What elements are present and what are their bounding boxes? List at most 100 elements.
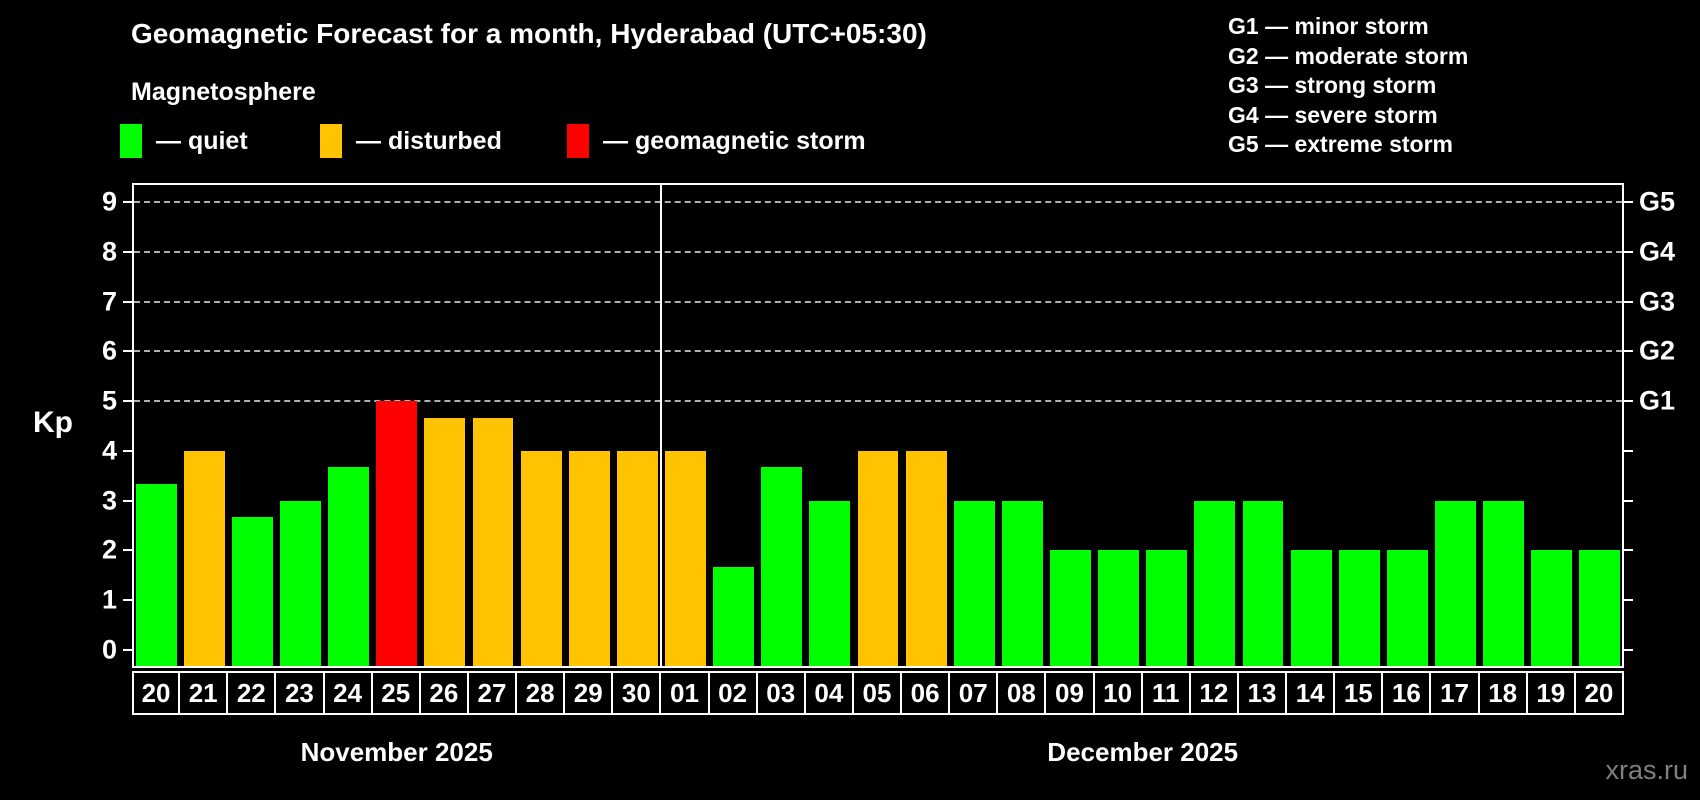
month-label-november: November 2025	[300, 737, 493, 767]
date-box-dec-01: 01	[659, 671, 710, 715]
month-label-december: December 2025	[1047, 737, 1239, 767]
y-tick-label-3: 3	[101, 485, 117, 516]
y-tick-label-4: 4	[101, 435, 117, 466]
kp-bar-23	[279, 500, 321, 666]
gridline-kp-9	[134, 200, 1622, 203]
kp-bar-01	[665, 450, 706, 666]
y-tick-right-0	[1624, 649, 1633, 652]
y-tick-left-6	[123, 350, 132, 353]
kp-bar-07	[953, 500, 995, 666]
date-box-dec-04: 04	[803, 671, 854, 715]
legend-label-quiet: — quiet	[156, 126, 248, 155]
gridline-kp-5	[134, 400, 1622, 403]
storm-scale-line-g5: G5 — extreme storm	[1228, 131, 1453, 157]
date-box-dec-14: 14	[1285, 671, 1336, 715]
date-box-dec-05: 05	[851, 671, 903, 715]
kp-bar-11	[1146, 550, 1188, 666]
kp-bar-26	[424, 417, 466, 666]
date-box-nov-27: 27	[466, 671, 518, 715]
g-scale-label-g1: G1	[1639, 385, 1676, 416]
date-box-dec-12: 12	[1188, 671, 1239, 715]
date-box-nov-24: 24	[322, 671, 373, 715]
storm-scale-line-g2: G2 — moderate storm	[1228, 42, 1469, 69]
legend-label-disturbed: — disturbed	[356, 126, 502, 155]
kp-bar-17	[1435, 500, 1476, 666]
date-box-dec-08: 08	[996, 671, 1047, 715]
y-tick-label-7: 7	[101, 286, 117, 316]
plot-area	[132, 183, 1624, 668]
kp-bar-27	[472, 417, 514, 666]
y-tick-label-1: 1	[101, 584, 117, 615]
storm-scale-line-g3: G3 — strong storm	[1228, 72, 1437, 98]
date-box-dec-06: 06	[900, 671, 951, 715]
storm-scale-line-g4: G4 — severe storm	[1228, 101, 1438, 128]
date-box-dec-19: 19	[1525, 671, 1576, 715]
legend-item-disturbed: — disturbed	[320, 124, 502, 158]
y-tick-right-4	[1624, 449, 1633, 452]
kp-bar-08	[1001, 500, 1043, 666]
y-tick-label-0: 0	[101, 634, 117, 665]
y-tick-left-3	[123, 499, 132, 502]
y-tick-left-9	[123, 200, 132, 203]
kp-bar-05	[857, 450, 899, 666]
month-separator-line	[660, 185, 663, 666]
date-box-nov-30: 30	[611, 671, 662, 715]
legend-item-quiet: — quiet	[120, 124, 248, 158]
kp-bar-04	[809, 500, 851, 666]
kp-bar-25	[376, 401, 418, 666]
date-box-nov-22: 22	[226, 671, 277, 715]
gridline-kp-6	[134, 350, 1622, 353]
storm-color-swatch	[567, 124, 589, 158]
kp-bar-06	[905, 450, 947, 666]
kp-bar-24	[328, 467, 370, 666]
chart-subtitle: Magnetosphere	[131, 78, 316, 106]
chart-title: Geomagnetic Forecast for a month, Hydera…	[131, 18, 927, 49]
y-tick-label-5: 5	[101, 385, 117, 416]
y-tick-left-5	[123, 400, 132, 403]
date-box-nov-23: 23	[274, 671, 325, 715]
kp-bar-21	[183, 450, 225, 666]
y-tick-right-6	[1624, 350, 1633, 353]
g-scale-label-g2: G2	[1639, 335, 1676, 366]
date-box-nov-25: 25	[370, 671, 421, 715]
kp-bar-29	[568, 450, 610, 666]
kp-bar-02	[713, 566, 755, 666]
date-box-dec-17: 17	[1429, 671, 1480, 715]
date-box-dec-13: 13	[1236, 671, 1288, 715]
y-tick-left-2	[123, 549, 132, 552]
kp-bar-28	[520, 450, 562, 666]
kp-bar-19	[1531, 550, 1573, 666]
kp-bar-14	[1290, 550, 1332, 666]
kp-bar-13	[1242, 500, 1284, 666]
date-box-nov-26: 26	[418, 671, 469, 715]
y-tick-right-1	[1624, 599, 1633, 602]
y-tick-label-9: 9	[101, 186, 117, 217]
disturbed-color-swatch	[320, 124, 342, 158]
y-tick-label-8: 8	[101, 236, 117, 267]
date-box-nov-21: 21	[178, 671, 229, 715]
y-tick-left-8	[123, 250, 132, 253]
kp-bar-03	[761, 467, 803, 666]
kp-bar-09	[1050, 550, 1091, 666]
date-box-dec-15: 15	[1333, 671, 1384, 715]
date-box-dec-03: 03	[755, 671, 806, 715]
date-box-nov-29: 29	[563, 671, 614, 715]
kp-bar-15	[1338, 550, 1380, 666]
watermark: xras.ru	[1605, 755, 1688, 785]
gridline-kp-8	[134, 250, 1622, 253]
y-tick-left-1	[123, 599, 132, 602]
date-box-dec-02: 02	[707, 671, 758, 715]
date-box-dec-09: 09	[1044, 671, 1095, 715]
date-box-dec-10: 10	[1092, 671, 1143, 715]
kp-bar-22	[231, 517, 273, 666]
date-box-dec-07: 07	[948, 671, 999, 715]
y-axis-label-kp: Kp	[33, 406, 73, 439]
date-box-dec-18: 18	[1477, 671, 1528, 715]
g-scale-label-g3: G3	[1639, 286, 1676, 316]
y-tick-right-3	[1624, 499, 1633, 502]
storm-scale-line-g1: G1 — minor storm	[1228, 13, 1429, 39]
y-tick-right-9	[1624, 200, 1633, 203]
y-tick-left-4	[123, 449, 132, 452]
g-scale-label-g4: G4	[1639, 236, 1676, 267]
